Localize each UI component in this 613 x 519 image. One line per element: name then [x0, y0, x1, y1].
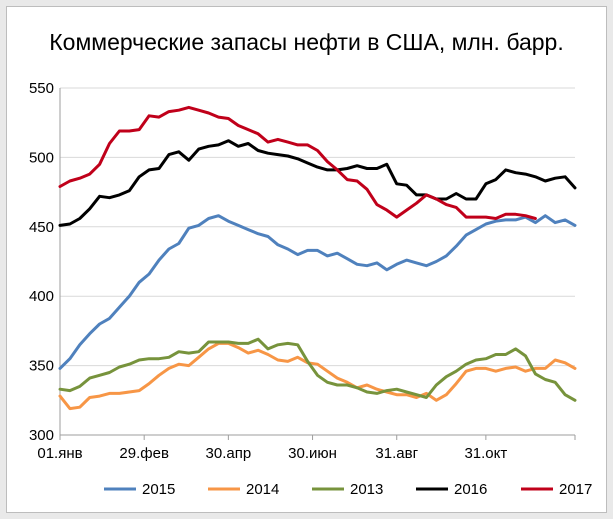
y-tick-label: 350: [29, 358, 54, 375]
y-tick-label: 550: [29, 80, 54, 97]
x-tick-label: 30.апр: [206, 445, 252, 462]
x-tick-label: 31.окт: [464, 445, 507, 462]
x-tick-label: 29.фев: [119, 445, 169, 462]
chart-title: Коммерческие запасы нефти в США, млн. ба…: [49, 29, 564, 55]
series-line-2014: [58, 341, 577, 411]
legend-label-2014: 2014: [246, 481, 279, 498]
series-line-2015: [58, 214, 577, 370]
x-tick-label: 31.авг: [375, 445, 418, 462]
y-tick-label: 400: [29, 288, 54, 305]
legend-label-2015: 2015: [142, 481, 175, 498]
legend-label-2013: 2013: [350, 481, 383, 498]
chart-plot: 300 350 400 450 500 550 01.янв 29.фев 30.апр 30.и…: [29, 80, 592, 498]
legend-label-2016: 2016: [454, 481, 487, 498]
y-tick-label: 450: [29, 219, 54, 236]
series-line-2016: [58, 139, 577, 227]
y-tick-label: 300: [29, 427, 54, 444]
y-tick-label: 500: [29, 149, 54, 166]
series-line-2013: [58, 337, 577, 402]
x-tick-label: 01.янв: [37, 445, 82, 462]
chart-frame: Коммерческие запасы нефти в США, млн. ба…: [6, 6, 607, 513]
legend-label-2017: 2017: [559, 481, 592, 498]
series-line-2017: [58, 105, 537, 220]
x-tick-label: 30.июн: [288, 445, 337, 462]
